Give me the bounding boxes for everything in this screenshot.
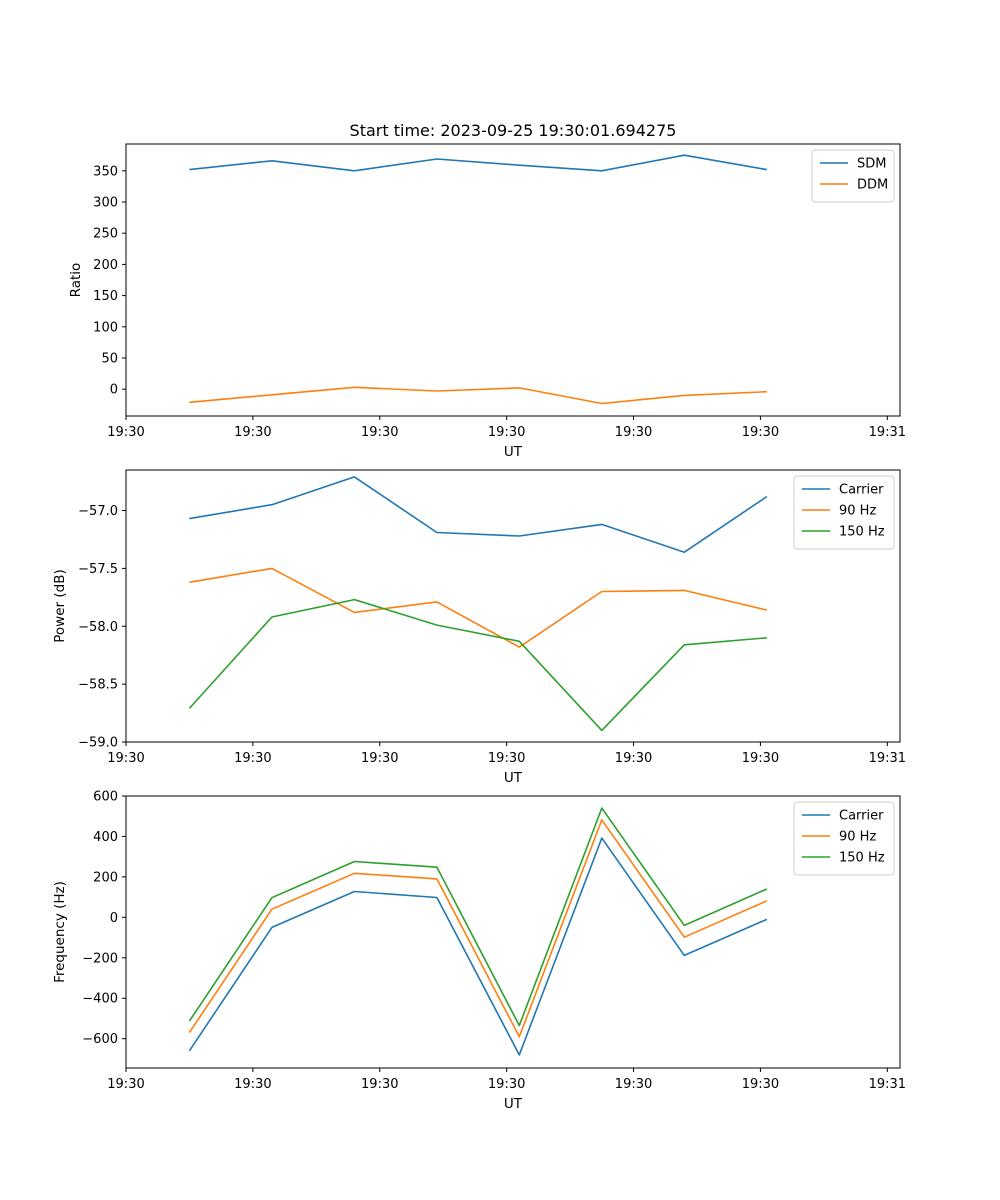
y-tick-label: 0 <box>110 911 118 926</box>
legend-label: 90 Hz <box>839 504 876 519</box>
x-tick-label: 19:30 <box>107 1077 144 1092</box>
y-tick-label: 150 <box>93 289 118 304</box>
plot-3-series <box>188 807 768 1056</box>
y-tick-label: −58.5 <box>78 678 118 693</box>
x-tick-label: 19:31 <box>869 1077 906 1092</box>
x-axis-label: UT <box>504 770 523 786</box>
legend-label: 150 Hz <box>839 525 885 540</box>
legend-label: Carrier <box>839 809 884 824</box>
y-tick-label: 0 <box>110 383 118 398</box>
x-tick-label: 19:30 <box>234 751 271 766</box>
series-line-90-hz <box>189 567 767 648</box>
y-tick-label: −59.0 <box>78 736 118 751</box>
series-line-ddm <box>189 386 767 405</box>
legend-label: Carrier <box>839 483 884 498</box>
y-axis-label: Power (dB) <box>52 569 68 642</box>
legend-label: SDM <box>857 157 886 172</box>
y-axis-label: Frequency (Hz) <box>52 881 68 983</box>
y-tick-label: 400 <box>93 830 118 845</box>
legend-label: DDM <box>857 178 888 193</box>
x-tick-label: 19:30 <box>107 751 144 766</box>
x-tick-label: 19:30 <box>234 1077 271 1092</box>
y-tick-label: 200 <box>93 870 118 885</box>
y-axis-label: Ratio <box>68 263 84 298</box>
x-tick-label: 19:30 <box>488 425 525 440</box>
plot-1-frame <box>125 143 901 417</box>
legend: Carrier 90 Hz 150 Hz <box>793 475 895 550</box>
x-axis-label: UT <box>504 444 523 460</box>
x-tick-label: 19:30 <box>488 1077 525 1092</box>
x-axis-label: UT <box>504 1096 523 1112</box>
x-tick-label: 19:30 <box>234 425 271 440</box>
plot-2-frame <box>125 469 901 743</box>
x-tick-label: 19:30 <box>615 425 652 440</box>
plot-2: 19:30 19:30 19:30 19:30 19:30 19:30 19:31 −59.0… <box>52 469 906 786</box>
x-tick-label: 19:30 <box>361 425 398 440</box>
y-tick-label: 100 <box>93 320 118 335</box>
y-tick-label: −600 <box>82 1032 118 1047</box>
y-tick-label: 350 <box>93 164 118 179</box>
y-tick-label: −57.5 <box>78 562 118 577</box>
y-tick-label: −58.0 <box>78 620 118 635</box>
plot-2-series <box>188 476 768 732</box>
y-tick-label: −57.0 <box>78 504 118 519</box>
plot-3-frame <box>125 795 901 1069</box>
plot-1-series <box>189 154 767 405</box>
x-tick-label: 19:30 <box>615 1077 652 1092</box>
series-line-sdm <box>189 154 767 172</box>
x-tick-label: 19:30 <box>615 751 652 766</box>
figure-title: Start time: 2023-09-25 19:30:01.694275 <box>350 121 677 140</box>
x-tick-label: 19:30 <box>742 751 779 766</box>
y-tick-label: 50 <box>101 351 118 366</box>
legend-label: 150 Hz <box>839 851 885 866</box>
y-tick-label: −400 <box>82 992 118 1007</box>
y-tick-label: 300 <box>93 196 118 211</box>
plot-1: 19:30 19:30 19:30 19:30 19:30 19:30 19:31 0 50 10… <box>68 143 906 460</box>
y-tick-label: 600 <box>93 790 118 805</box>
x-tick-label: 19:30 <box>361 751 398 766</box>
y-tick-label: 250 <box>93 227 118 242</box>
x-tick-label: 19:30 <box>107 425 144 440</box>
y-tick-label: 200 <box>93 258 118 273</box>
series-line-carrier <box>189 476 768 554</box>
legend: SDM DDM <box>811 149 895 203</box>
x-tick-label: 19:30 <box>742 425 779 440</box>
x-tick-label: 19:30 <box>488 751 525 766</box>
y-tick-label: −200 <box>82 951 118 966</box>
x-tick-label: 19:31 <box>869 751 906 766</box>
legend: Carrier 90 Hz 150 Hz <box>793 801 895 876</box>
x-tick-label: 19:31 <box>869 425 906 440</box>
series-line-150-hz <box>188 807 768 1027</box>
series-line-150-hz <box>188 598 767 732</box>
series-line-90-hz <box>188 819 768 1038</box>
x-tick-label: 19:30 <box>361 1077 398 1092</box>
x-tick-label: 19:30 <box>742 1077 779 1092</box>
plots: 19:30 19:30 19:30 19:30 19:30 19:30 19:31 0 50 10… <box>52 143 906 1113</box>
legend-label: 90 Hz <box>839 830 876 845</box>
plot-3: 19:30 19:30 19:30 19:30 19:30 19:30 19:31 −600 −… <box>52 790 906 1113</box>
series-line-carrier <box>188 837 768 1056</box>
